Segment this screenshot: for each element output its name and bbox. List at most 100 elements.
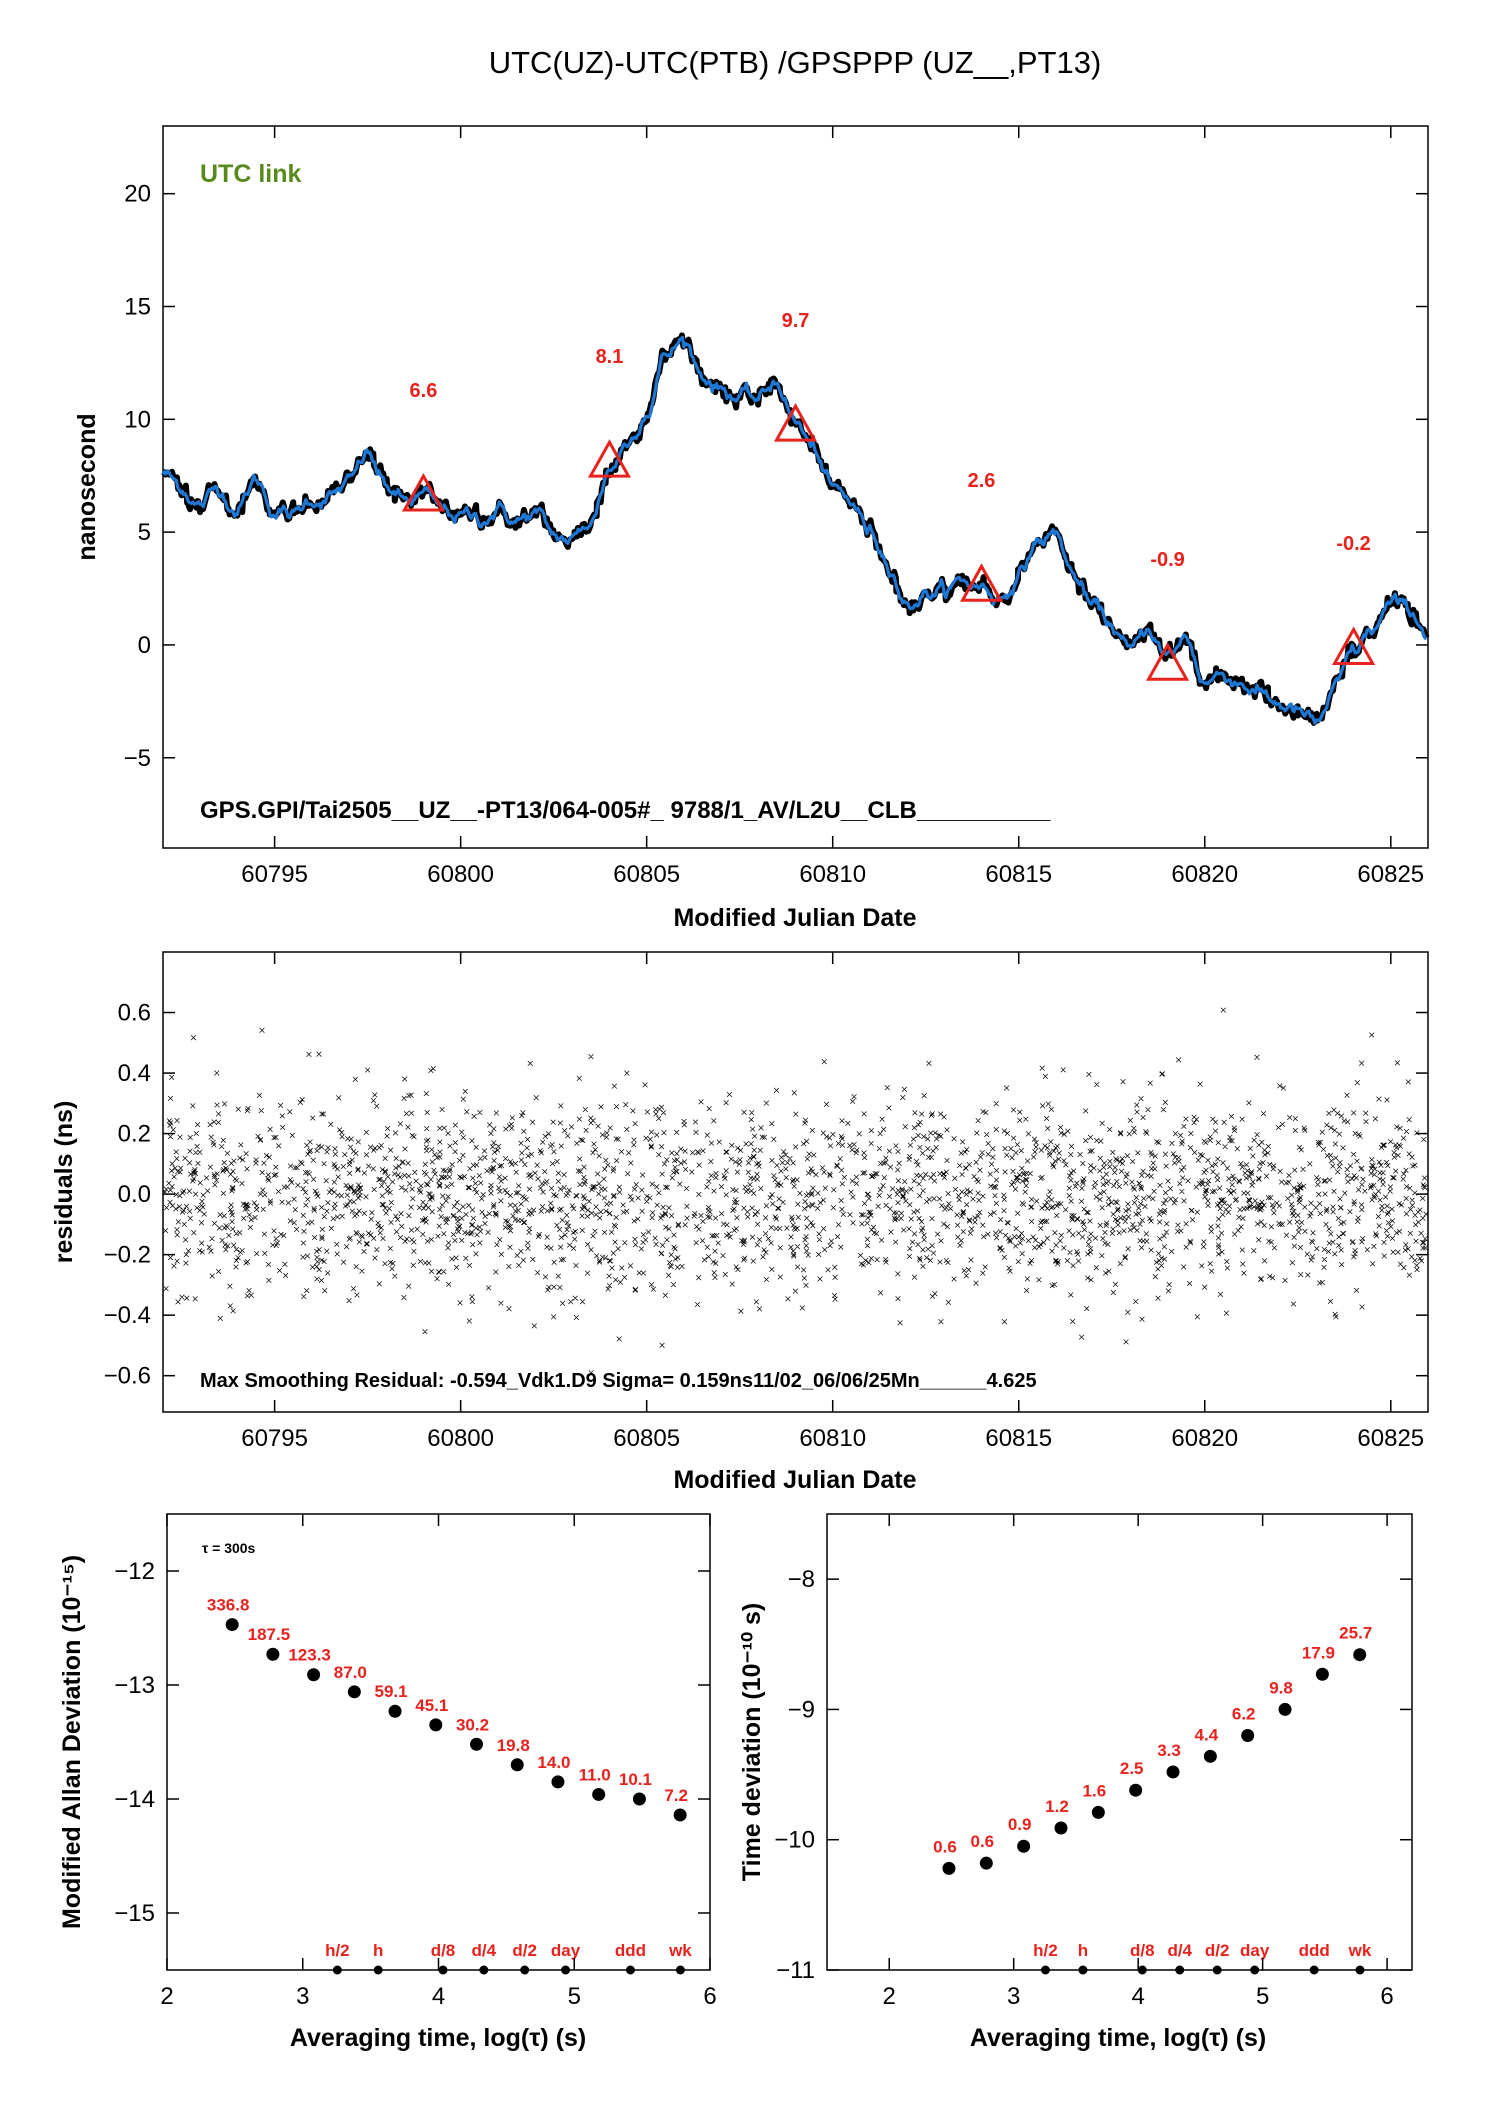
smoothed-trace-path (161, 335, 1428, 725)
residuals-ytick-label: −0.4 (104, 1302, 151, 1329)
allan-point-label-8: 14.0 (537, 1753, 570, 1772)
tdev-point-label-9: 9.8 (1269, 1678, 1293, 1697)
tdev-xtick-label: 5 (1256, 1983, 1269, 2010)
offset-markers: 6.6 8.1 9.7 2.6 -0.9 -0.2 (401, 310, 1376, 681)
allan-ytick-label: −13 (114, 1672, 155, 1699)
tdev-xtick-label: 6 (1380, 1983, 1393, 2010)
allan-ref-dot-6 (625, 1965, 635, 1975)
residuals-axes: 60795 60800 60805 60810 60815 60820 60825 −0.6 −… (104, 952, 1428, 1452)
tdev-point-0 (942, 1861, 956, 1875)
allan-ref-label-0: h/2 (325, 1941, 350, 1960)
offset-marker-3 (959, 563, 1004, 602)
offset-marker-label-5: -0.2 (1336, 533, 1370, 555)
time-offset-xtick-label: 60810 (799, 861, 866, 888)
tdev-ref-dot-3 (1175, 1965, 1185, 1975)
tdev-point-label-10: 17.9 (1302, 1643, 1335, 1662)
allan-point-4 (388, 1704, 402, 1718)
allan-point-6 (470, 1737, 484, 1751)
residual-points (162, 1007, 1429, 1376)
allan-point-label-11: 7.2 (664, 1786, 688, 1805)
residuals-ytick-label: 0.6 (118, 1000, 151, 1027)
allan-ref-label-5: day (551, 1941, 581, 1960)
tdev-point-label-0: 0.6 (933, 1837, 957, 1856)
allan-ref-label-6: ddd (615, 1941, 646, 1960)
residuals-xtick-label: 60795 (241, 1425, 308, 1452)
time-offset-ytick-label: 15 (124, 294, 151, 321)
tdev-ref-dot-1 (1078, 1965, 1088, 1975)
offset-marker-0 (401, 472, 445, 512)
tdev-xtick-label: 4 (1131, 1983, 1144, 2010)
allan-point-5 (429, 1718, 443, 1732)
time-offset-xtick-label: 60815 (985, 861, 1052, 888)
allan-x-label: Averaging time, log(τ) (s) (290, 2024, 586, 2052)
time-offset-chart: 6.6 8.1 9.7 2.6 -0.9 -0.2 60795 60800 60805 6081… (73, 125, 1430, 932)
raw-measurement-trace (161, 332, 1430, 726)
allan-points: 336.8 187.5 123.387.0 59.1 45.1 30.2 19.8 14.0 1… (207, 1596, 692, 1975)
residuals-xtick-label: 60815 (985, 1425, 1052, 1452)
offset-marker-label-2: 9.7 (782, 310, 810, 332)
tdev-ref-dot-7 (1355, 1965, 1365, 1975)
figure-title: UTC(UZ)-UTC(PTB) /GPSPPP (UZ__,PT13) (489, 45, 1102, 80)
allan-point-2 (307, 1668, 321, 1682)
time-offset-xtick-label: 60805 (613, 861, 680, 888)
offset-marker-label-0: 6.6 (410, 380, 438, 402)
tdev-point-9 (1278, 1702, 1292, 1716)
time-offset-ytick-label: 5 (138, 519, 151, 546)
allan-point-label-9: 11.0 (579, 1765, 611, 1784)
tdev-point-label-1: 0.6 (970, 1832, 994, 1851)
raw-trace-path (161, 332, 1430, 726)
offset-marker-4 (1146, 642, 1190, 681)
tdev-point-label-11: 25.7 (1339, 1624, 1372, 1643)
tdev-y-label: Time deviation (10⁻¹⁰ s) (738, 1603, 766, 1881)
allan-ref-label-3: d/4 (472, 1941, 497, 1960)
tdev-point-10 (1315, 1667, 1329, 1681)
allan-ytick-label: −12 (114, 1558, 155, 1585)
allan-xtick-label: 3 (296, 1983, 309, 2010)
allan-point-label-0: 336.8 (207, 1596, 250, 1615)
residuals-ytick-label: −0.6 (104, 1363, 151, 1390)
residuals-xtick-label: 60800 (427, 1425, 494, 1452)
tdev-point-label-4: 1.6 (1083, 1781, 1107, 1800)
allan-ref-label-2: d/8 (431, 1941, 456, 1960)
allan-ref-label-7: wk (668, 1941, 692, 1960)
allan-xtick-label: 2 (160, 1983, 173, 2010)
tdev-point-8 (1241, 1728, 1255, 1742)
residuals-xtick-label: 60810 (799, 1425, 866, 1452)
tdev-point-4 (1091, 1805, 1105, 1819)
residuals-ytick-label: 0.2 (118, 1121, 151, 1148)
tdev-ref-label-5: day (1240, 1941, 1270, 1960)
tdev-point-5 (1129, 1783, 1143, 1797)
tdev-ref-dot-6 (1309, 1965, 1319, 1975)
tdev-point-1 (979, 1856, 993, 1870)
residuals-plot-frame (162, 951, 1429, 1413)
allan-point-label-6: 30.2 (456, 1715, 489, 1734)
tdev-point-label-6: 3.3 (1157, 1741, 1181, 1760)
allan-point-label-5: 45.1 (415, 1696, 448, 1715)
allan-point-label-2: 123.3 (288, 1646, 331, 1665)
allan-ref-dot-4 (520, 1965, 530, 1975)
time-offset-ytick-label: −5 (124, 745, 151, 772)
tdev-ytick-label: −9 (788, 1696, 815, 1723)
offset-marker-2 (773, 403, 818, 442)
allan-point-3 (347, 1685, 361, 1699)
allan-point-10 (632, 1792, 646, 1806)
tdev-ytick-label: −8 (788, 1566, 815, 1593)
allan-xtick-label: 4 (432, 1983, 445, 2010)
tdev-xtick-label: 2 (883, 1983, 896, 2010)
allan-point-8 (551, 1775, 565, 1789)
time-offset-ytick-label: 10 (124, 406, 151, 433)
allan-deviation-chart: 336.8 187.5 123.387.0 59.1 45.1 30.2 19.8 14.0 1… (58, 1513, 717, 2052)
tdev-ref-dot-5 (1250, 1965, 1260, 1975)
allan-point-label-10: 10.1 (619, 1770, 652, 1789)
tdev-point-label-5: 2.5 (1120, 1759, 1144, 1778)
residuals-y-label: residuals (ns) (50, 1101, 78, 1264)
allan-ref-label-4: d/2 (512, 1941, 537, 1960)
tdev-points: 0.6 0.6 0.9 1.2 1.6 2.5 3.3 4.4 6.2 9.8 17.925.7 h/… (933, 1624, 1372, 1975)
time-offset-x-label: Modified Julian Date (673, 904, 916, 932)
allan-axes: 2 3 4 5 6 −12 −13 −14 −15 (114, 1514, 717, 2010)
allan-ref-dot-2 (438, 1965, 448, 1975)
tdev-point-2 (1017, 1839, 1031, 1853)
allan-xtick-label: 5 (568, 1983, 581, 2010)
allan-point-7 (510, 1758, 524, 1772)
allan-y-label: Modified Allan Deviation (10⁻¹⁵) (58, 1555, 86, 1929)
